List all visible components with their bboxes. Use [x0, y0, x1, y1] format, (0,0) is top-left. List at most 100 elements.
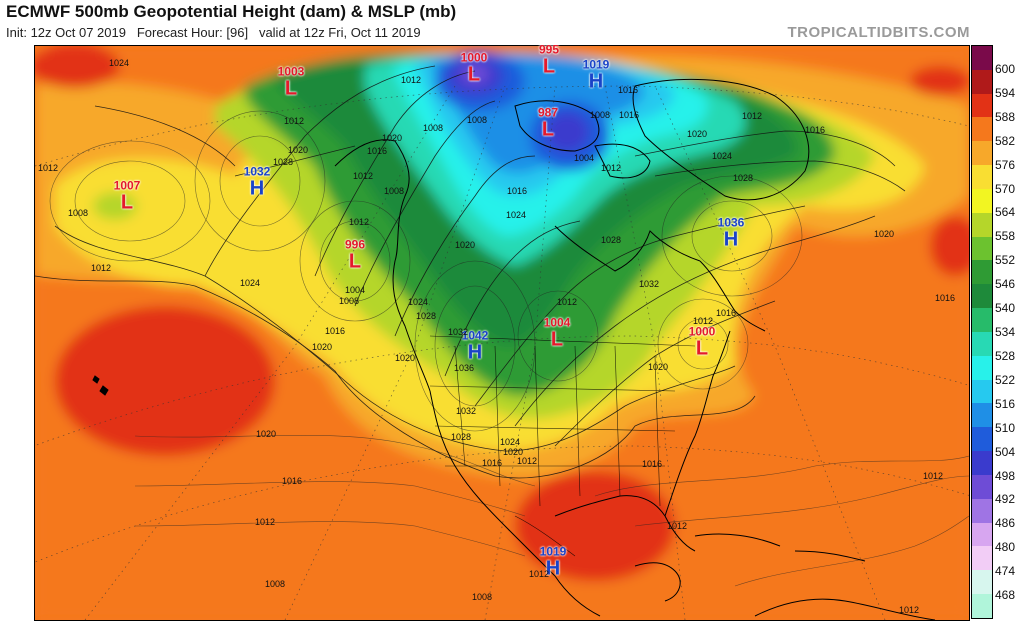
isobar-label: 1020 — [502, 447, 524, 457]
isobar-label: 1008 — [589, 110, 611, 120]
center-pressure-value: 995 — [538, 42, 560, 57]
isobar-label: 1012 — [898, 605, 920, 615]
center-type-letter: L — [542, 55, 556, 78]
low-pressure-center: 987 L — [538, 107, 558, 140]
colorbar-swatch — [972, 284, 992, 309]
isobar-label: 1032 — [638, 279, 660, 289]
colorbar-swatch — [972, 570, 992, 595]
colorbar-level-label: 516 — [995, 396, 1016, 411]
isobar-label: 1020 — [686, 129, 708, 139]
center-type-letter: L — [120, 191, 134, 214]
isobar-label: 1028 — [600, 235, 622, 245]
colorbar-swatch — [972, 379, 992, 404]
isobar-label: 1012 — [283, 116, 305, 126]
colorbar-level-label: 576 — [995, 157, 1016, 172]
isobar-label: 1020 — [394, 353, 416, 363]
center-pressure-value: 1000 — [688, 324, 716, 339]
graticule — [35, 85, 969, 620]
colorbar — [971, 45, 993, 619]
colorbar-level-label: 534 — [995, 325, 1016, 339]
colorbar-level-label: 564 — [995, 205, 1016, 220]
center-type-letter: L — [541, 118, 555, 141]
isobars — [49, 110, 969, 587]
center-type-letter: H — [723, 228, 739, 251]
isobar-label: 1004 — [344, 285, 366, 295]
colorbar-level-label: 522 — [995, 372, 1016, 387]
colorbar-level-label: 552 — [995, 253, 1016, 268]
colorbar-swatch — [972, 474, 992, 499]
high-pressure-center: 1036 H — [718, 217, 745, 250]
coastlines — [92, 78, 936, 620]
center-pressure-value: 987 — [537, 105, 559, 120]
colorbar-swatch — [972, 117, 992, 142]
isobar-label: 1016 — [641, 459, 663, 469]
colorbar-swatch — [972, 188, 992, 213]
height-field — [35, 46, 969, 620]
colorbar-level-label: 504 — [995, 444, 1016, 459]
valid-time: valid at 12z Fri, Oct 11 2019 — [258, 25, 421, 40]
low-pressure-center: 995 L — [539, 44, 559, 77]
colorbar-level-label: 588 — [995, 109, 1016, 124]
colorbar-level-label: 540 — [995, 301, 1016, 316]
center-type-letter: H — [467, 341, 483, 364]
center-pressure-value: 1036 — [717, 215, 745, 230]
isobar-label: 1008 — [422, 123, 444, 133]
center-pressure-value: 1004 — [543, 315, 571, 330]
isobar-label: 1008 — [471, 592, 493, 602]
isobar-label: 1020 — [255, 429, 277, 439]
isobar-label: 1012 — [922, 471, 944, 481]
center-type-letter: H — [588, 70, 604, 93]
isobar-label: 1016 — [324, 326, 346, 336]
isobar-label: 1012 — [37, 163, 59, 173]
colorbar-level-label: 486 — [995, 516, 1016, 531]
isobar-label: 1028 — [450, 432, 472, 442]
isobar-label: 1028 — [272, 157, 294, 167]
colorbar-level-label: 480 — [995, 540, 1016, 555]
colorbar-labels: 600 594 588 582 576 570 564 558 552 546 540 534 528 5… — [995, 45, 1024, 619]
isobar-label: 1012 — [666, 521, 688, 531]
center-pressure-value: 1003 — [277, 64, 305, 79]
isobar-label: 1008 — [466, 115, 488, 125]
colorbar-level-label: 498 — [995, 468, 1016, 483]
isobar-label: 1012 — [528, 569, 550, 579]
isobar-label: 1028 — [415, 311, 437, 321]
high-pressure-center: 1032 H — [244, 166, 271, 199]
colorbar-level-label: 468 — [995, 588, 1016, 603]
low-pressure-center: 1000 L — [461, 52, 488, 85]
borders — [429, 335, 696, 557]
center-type-letter: H — [249, 177, 265, 200]
center-type-letter: L — [695, 337, 709, 360]
colorbar-swatch — [972, 546, 992, 571]
colorbar-level-label: 528 — [995, 348, 1016, 363]
center-pressure-value: 996 — [344, 237, 366, 252]
isobar-label: 1008 — [383, 186, 405, 196]
isobar-label: 1008 — [338, 296, 360, 306]
colorbar-swatch — [972, 451, 992, 475]
colorbar-level-label: 570 — [995, 181, 1016, 196]
isobar-label: 1024 — [407, 297, 429, 307]
colorbar-swatch — [972, 69, 992, 94]
center-pressure-value: 1007 — [113, 178, 141, 193]
isobar-label: 1024 — [108, 58, 130, 68]
isobar-label: 1012 — [352, 171, 374, 181]
center-pressure-value: 1019 — [539, 544, 567, 559]
isobar-label: 1016 — [617, 85, 639, 95]
isobar-label: 1016 — [618, 110, 640, 120]
isobar-label: 1016 — [366, 146, 388, 156]
isobar-label: 1024 — [505, 210, 527, 220]
isobar-label: 1016 — [281, 476, 303, 486]
center-type-letter: L — [348, 250, 362, 273]
isobar-label: 1012 — [254, 517, 276, 527]
isobar-label: 1012 — [741, 111, 763, 121]
isobar-label: 1032 — [455, 406, 477, 416]
colorbar-level-label: 510 — [995, 420, 1016, 435]
isobar-label: 1008 — [67, 208, 89, 218]
colorbar-level-label: 600 — [995, 61, 1016, 76]
low-pressure-center: 1007 L — [114, 180, 141, 213]
isobar-label: 1016 — [934, 293, 956, 303]
isobar-label: 1012 — [556, 297, 578, 307]
isobar-label: 1020 — [647, 362, 669, 372]
colorbar-swatch — [972, 260, 992, 285]
center-type-letter: L — [550, 328, 564, 351]
isobar-label: 1020 — [311, 342, 333, 352]
